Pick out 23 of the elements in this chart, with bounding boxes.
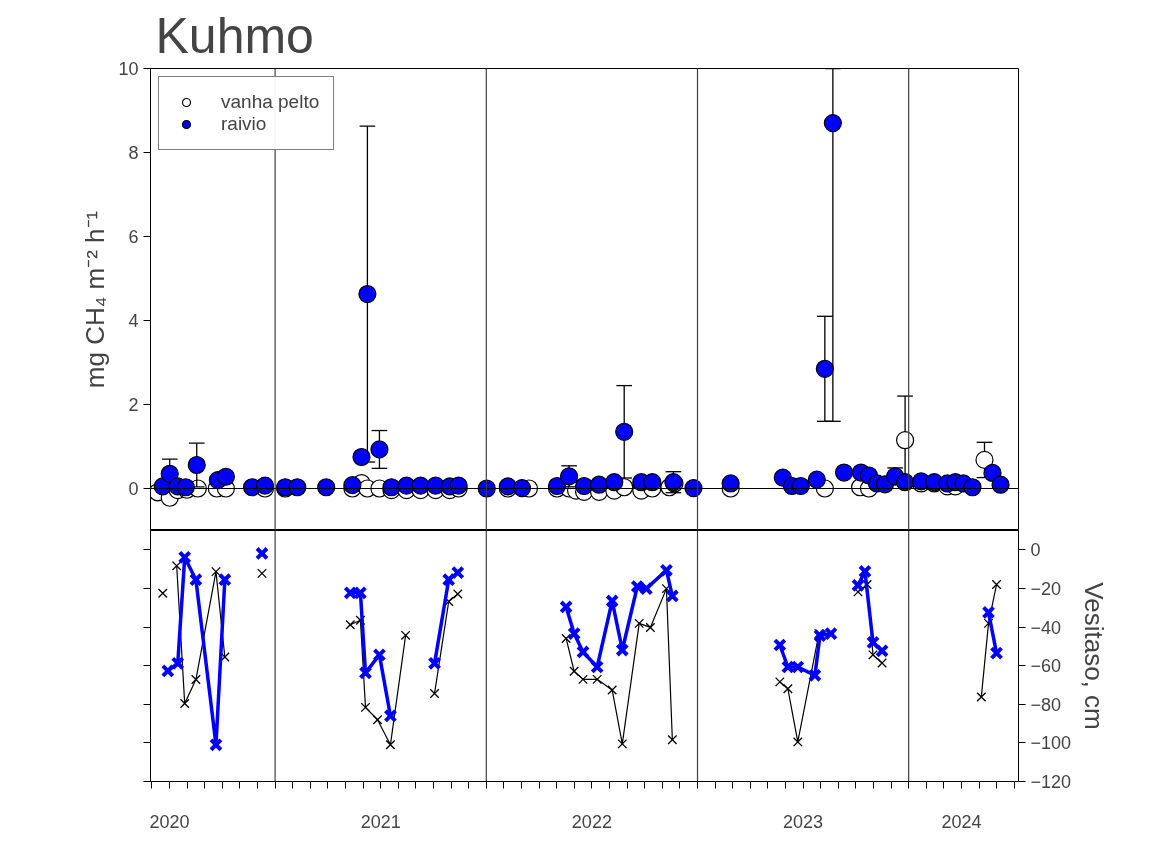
chart-title: Kuhmo — [155, 7, 314, 64]
y-tick-label: 6 — [128, 227, 139, 247]
x-tick-label: 2021 — [360, 811, 401, 832]
y-tick-label: 10 — [118, 59, 139, 79]
y2-tick-label: −120 — [1030, 772, 1072, 792]
y-tick-label: 8 — [128, 143, 139, 163]
y2-tick-label: 0 — [1030, 540, 1041, 561]
x-tick-label: 2024 — [941, 811, 982, 832]
y2-tick-label: −20 — [1030, 578, 1062, 599]
x-tick-label: 2023 — [783, 811, 824, 832]
legend-label: raivio — [221, 113, 267, 135]
y2-tick-label: −100 — [1030, 733, 1072, 754]
y-tick-label: 2 — [128, 395, 139, 415]
y2-tick-label: −80 — [1030, 694, 1062, 715]
y-tick-label: 0 — [128, 479, 139, 499]
y2-axis-title: Vesitaso, cm — [1079, 582, 1110, 730]
y-tick-label: 4 — [128, 311, 139, 331]
y2-tick-label: −60 — [1030, 656, 1062, 677]
legend-label: vanha pelto — [221, 91, 320, 113]
x-tick-label: 2020 — [149, 811, 190, 832]
x-tick-label: 2022 — [571, 811, 612, 832]
y2-tick-label: −40 — [1030, 617, 1062, 638]
y-axis-title: mg CH₄ m⁻² h⁻¹ — [80, 210, 111, 389]
